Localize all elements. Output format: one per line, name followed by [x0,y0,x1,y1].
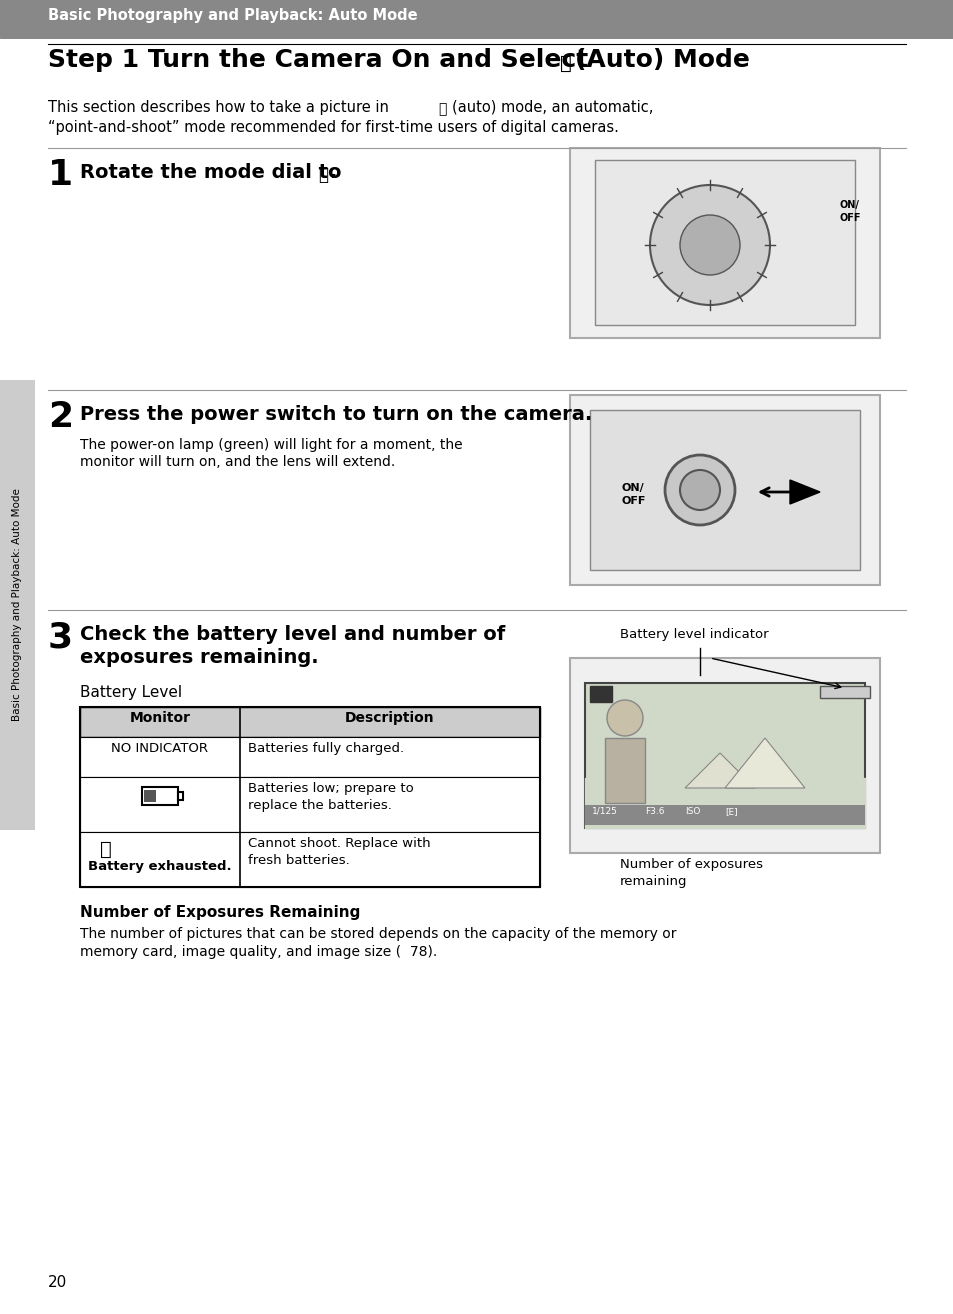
Text: This section describes how to take a picture in: This section describes how to take a pic… [48,100,389,116]
Text: fresh batteries.: fresh batteries. [248,854,350,867]
Text: 2: 2 [48,399,73,434]
Text: Rotate the mode dial to: Rotate the mode dial to [80,163,341,183]
Text: OFF: OFF [621,495,646,506]
Text: monitor will turn on, and the lens will extend.: monitor will turn on, and the lens will … [80,455,395,469]
Text: 📷: 📷 [437,102,446,116]
Text: Description: Description [345,711,435,725]
Polygon shape [684,753,754,788]
Bar [0,0,953,38]
Text: F3.6: F3.6 [644,807,664,816]
Text: 1/125: 1/125 [592,807,618,816]
Text: Batteries fully charged.: Batteries fully charged. [248,742,404,756]
Text: (Auto) Mode: (Auto) Mode [575,49,749,72]
Text: ON/: ON/ [840,200,859,210]
Text: 3: 3 [48,620,73,654]
Text: remaining: remaining [619,875,687,888]
Text: Step 1 Turn the Camera On and Select: Step 1 Turn the Camera On and Select [48,49,588,72]
Text: Basic Photography and Playback: Auto Mode: Basic Photography and Playback: Auto Mod… [48,8,417,24]
Bar [569,396,879,585]
Text: [E]: [E] [724,807,737,816]
Text: replace the batteries.: replace the batteries. [248,799,392,812]
Text: exposures remaining.: exposures remaining. [80,648,318,668]
Bar [820,686,869,698]
Bar [80,707,539,887]
Text: memory card, image quality, and image size (  78).: memory card, image quality, and image si… [80,945,436,959]
Bar [584,805,864,825]
Text: “point-and-shoot” mode recommended for first-time users of digital cameras.: “point-and-shoot” mode recommended for f… [48,120,618,135]
Text: The number of pictures that can be stored depends on the capacity of the memory : The number of pictures that can be store… [80,926,676,941]
Bar [604,738,644,803]
Bar [589,410,859,570]
Bar [144,790,156,802]
Bar [595,160,854,325]
Text: 📷: 📷 [317,166,328,184]
Text: Battery level indicator: Battery level indicator [619,628,768,641]
Text: Press the power switch to turn on the camera.: Press the power switch to turn on the ca… [80,405,592,424]
Bar [80,737,539,777]
Bar [80,777,539,832]
Text: 📷: 📷 [559,54,571,74]
Text: .: . [330,163,337,183]
Text: Batteries low; prepare to: Batteries low; prepare to [248,782,414,795]
Bar [178,792,183,800]
FancyArrowPatch shape [760,487,797,497]
Text: ON/: ON/ [621,484,644,493]
Bar [0,380,35,830]
Circle shape [649,185,769,305]
Text: OFF: OFF [840,213,861,223]
Text: 20: 20 [48,1275,67,1290]
Bar [584,683,864,828]
Bar [142,787,178,805]
Text: Battery exhausted.: Battery exhausted. [88,859,232,872]
Circle shape [664,455,734,526]
Text: Cannot shoot. Replace with: Cannot shoot. Replace with [248,837,430,850]
Bar [589,686,612,702]
Text: Basic Photography and Playback: Auto Mode: Basic Photography and Playback: Auto Mod… [12,489,22,721]
Text: ISO: ISO [684,807,700,816]
Text: (auto) mode, an automatic,: (auto) mode, an automatic, [452,100,653,116]
Bar [569,148,879,338]
Circle shape [679,215,740,275]
Bar [80,707,539,737]
Text: The power-on lamp (green) will light for a moment, the: The power-on lamp (green) will light for… [80,438,462,452]
Polygon shape [789,480,820,505]
Polygon shape [724,738,804,788]
Circle shape [679,470,720,510]
Text: Check the battery level and number of: Check the battery level and number of [80,625,505,644]
Text: Number of exposures: Number of exposures [619,858,762,871]
Circle shape [606,700,642,736]
Text: Number of Exposures Remaining: Number of Exposures Remaining [80,905,360,920]
Text: NO INDICATOR: NO INDICATOR [112,742,209,756]
Text: Monitor: Monitor [130,711,191,725]
Text: Battery Level: Battery Level [80,685,182,700]
Bar [569,658,879,853]
Text: ⓘ: ⓘ [100,840,112,859]
Bar [80,832,539,887]
Text: 1: 1 [48,158,73,192]
